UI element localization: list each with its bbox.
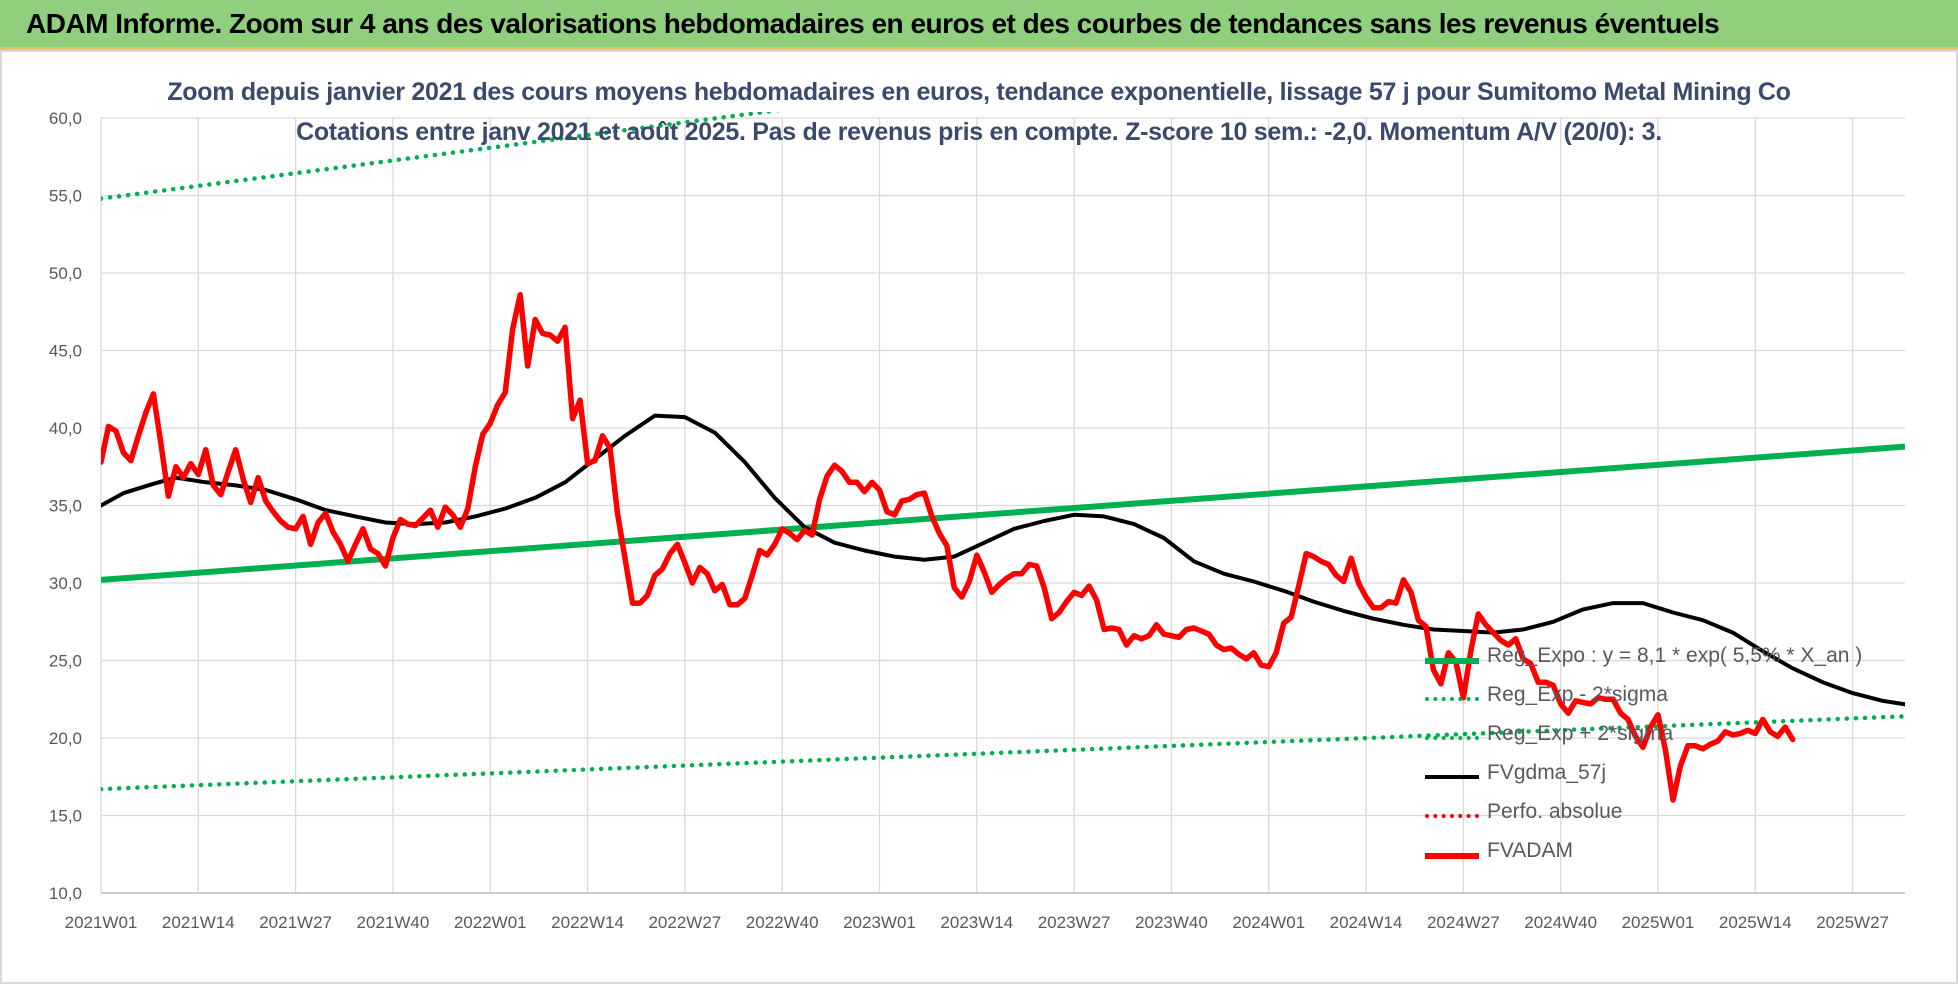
y-tick-label: 40,0 xyxy=(49,419,82,438)
y-tick-label: 25,0 xyxy=(49,652,82,671)
y-tick-label: 20,0 xyxy=(49,729,82,748)
legend-swatch xyxy=(1425,697,1479,701)
x-tick-label: 2024W01 xyxy=(1232,913,1305,932)
y-tick-label: 15,0 xyxy=(49,807,82,826)
report-banner: ADAM Informe. Zoom sur 4 ans des valoris… xyxy=(0,0,1958,50)
y-tick-label: 30,0 xyxy=(49,574,82,593)
x-tick-label: 2025W27 xyxy=(1816,913,1889,932)
chart-frame xyxy=(0,50,1958,984)
x-tick-label: 2021W01 xyxy=(65,913,138,932)
legend-swatch xyxy=(1425,814,1479,818)
x-tick-label: 2021W27 xyxy=(259,913,332,932)
y-tick-label: 55,0 xyxy=(49,187,82,206)
y-tick-label: 50,0 xyxy=(49,264,82,283)
chart-title-line1: Zoom depuis janvier 2021 des cours moyen… xyxy=(167,78,1791,106)
legend-label: Reg_Exp + 2*sigma xyxy=(1487,722,1674,745)
series-line-1 xyxy=(101,714,1905,792)
series-line-5 xyxy=(101,291,1796,803)
x-tick-label: 2021W14 xyxy=(162,913,235,932)
chart-title-line2: Cotations entre janv 2021 et août 2025. … xyxy=(296,118,1662,146)
legend-swatch xyxy=(1425,853,1479,859)
x-tick-label: 2024W40 xyxy=(1524,913,1597,932)
legend-label: FVgdma_57j xyxy=(1487,761,1607,784)
legend-swatch xyxy=(1425,775,1479,779)
y-tick-label: 35,0 xyxy=(49,497,82,516)
legend-label: FVADAM xyxy=(1487,839,1573,862)
legend-swatch xyxy=(1425,658,1479,664)
x-tick-label: 2022W14 xyxy=(551,913,624,932)
report-title: ADAM Informe. Zoom sur 4 ans des valoris… xyxy=(26,8,1720,39)
y-tick-label: 60,0 xyxy=(49,109,82,128)
x-tick-label: 2023W40 xyxy=(1135,913,1208,932)
y-tick-label: 45,0 xyxy=(49,342,82,361)
y-tick-label: 10,0 xyxy=(49,884,82,903)
x-tick-label: 2023W01 xyxy=(843,913,916,932)
legend-label: Reg_Exp - 2*sigma xyxy=(1487,683,1668,706)
x-tick-label: 2023W14 xyxy=(940,913,1013,932)
x-tick-label: 2022W27 xyxy=(648,913,721,932)
x-tick-label: 2024W14 xyxy=(1330,913,1403,932)
x-tick-label: 2022W01 xyxy=(454,913,527,932)
x-tick-label: 2021W40 xyxy=(357,913,430,932)
x-tick-label: 2025W01 xyxy=(1622,913,1695,932)
legend-label: Perfo. absolue xyxy=(1487,800,1623,823)
legend-swatch xyxy=(1425,736,1479,740)
series-line-0 xyxy=(101,443,1905,583)
legend-label: Reg_Expo : y = 8,1 * exp( 5,5% * X_an ) xyxy=(1487,644,1863,667)
x-tick-label: 2022W40 xyxy=(746,913,819,932)
x-tick-label: 2025W14 xyxy=(1719,913,1792,932)
x-tick-label: 2024W27 xyxy=(1427,913,1500,932)
x-tick-label: 2023W27 xyxy=(1038,913,1111,932)
